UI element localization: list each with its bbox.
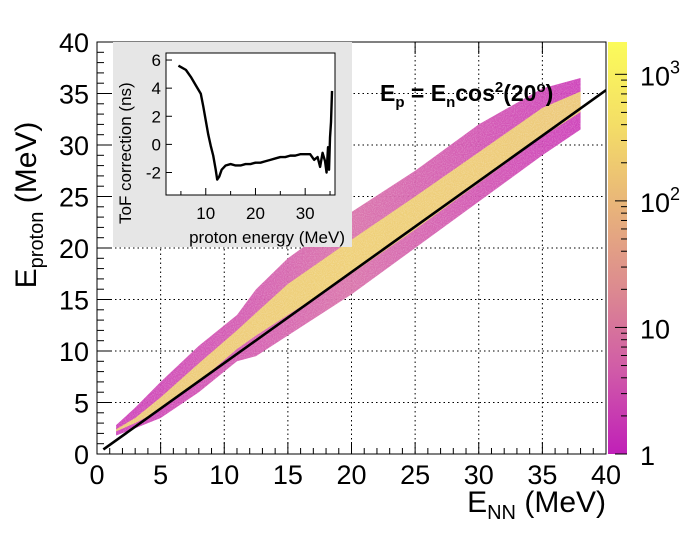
inset-y-label: ToF correction (ns)	[116, 82, 135, 224]
colorbar-labels: 1 10 102 103	[640, 57, 680, 471]
y-tick-label: 25	[59, 183, 89, 213]
main-x-ticks: 0 5 10 15 20 25 30 35 40	[89, 42, 621, 490]
colorbar-label: 10	[640, 314, 670, 344]
inset-y-tick-label: 6	[152, 51, 161, 70]
colorbar-label: 1	[640, 441, 655, 471]
heatmap-speckle	[116, 78, 581, 436]
y-tick-label: 40	[59, 28, 89, 58]
inset-y-tick-label: -2	[146, 164, 161, 183]
formula-annotation: Ep = Encos2(20o)	[380, 79, 553, 111]
inset-y-tick-label: 4	[152, 79, 161, 98]
main-y-ticks: 0 5 10 15 20 25 30 35 40	[59, 28, 111, 470]
x-tick-label: 35	[527, 460, 557, 490]
inset-plot: 10 20 30 -2 0 2 4 6 proton energy (MeV) ToF co…	[113, 42, 352, 247]
y-tick-label: 0	[74, 440, 89, 470]
colorbar-label: 103	[640, 57, 680, 91]
x-tick-label: 40	[591, 460, 621, 490]
inset-y-tick-label: 0	[152, 135, 161, 154]
inset-x-tick-label: 20	[246, 204, 265, 223]
x-tick-label: 30	[464, 460, 494, 490]
x-tick-label: 5	[153, 460, 168, 490]
x-tick-label: 0	[89, 460, 104, 490]
x-axis-label: ENN (MeV)	[467, 486, 606, 524]
x-tick-label: 20	[336, 460, 366, 490]
y-axis-label: Eproton (MeV)	[10, 122, 48, 289]
y-tick-label: 30	[59, 131, 89, 161]
tof-correction-curve	[177, 64, 334, 181]
colorbar-gradient	[608, 42, 627, 454]
colorbar-label: 102	[640, 184, 680, 218]
inset-x-tick-label: 10	[196, 204, 215, 223]
inset-x-ticks: 10 20 30	[180, 188, 331, 223]
y-tick-label: 20	[59, 234, 89, 264]
kinematic-line	[102, 89, 606, 451]
colorbar: 1 10 102 103	[608, 42, 680, 471]
inset-x-label: proton energy (MeV)	[189, 228, 345, 247]
inset-frame	[165, 52, 336, 196]
inset-y-tick-label: 2	[152, 107, 161, 126]
x-tick-label: 25	[400, 460, 430, 490]
inset-x-tick-label: 30	[296, 204, 315, 223]
y-tick-label: 15	[59, 286, 89, 316]
y-tick-label: 10	[59, 337, 89, 367]
inset-y-ticks: -2 0 2 4 6	[146, 51, 172, 183]
x-tick-label: 15	[273, 460, 303, 490]
y-tick-label: 5	[74, 389, 89, 419]
y-tick-label: 35	[59, 80, 89, 110]
x-tick-label: 10	[209, 460, 239, 490]
colorbar-ticks	[615, 73, 627, 455]
